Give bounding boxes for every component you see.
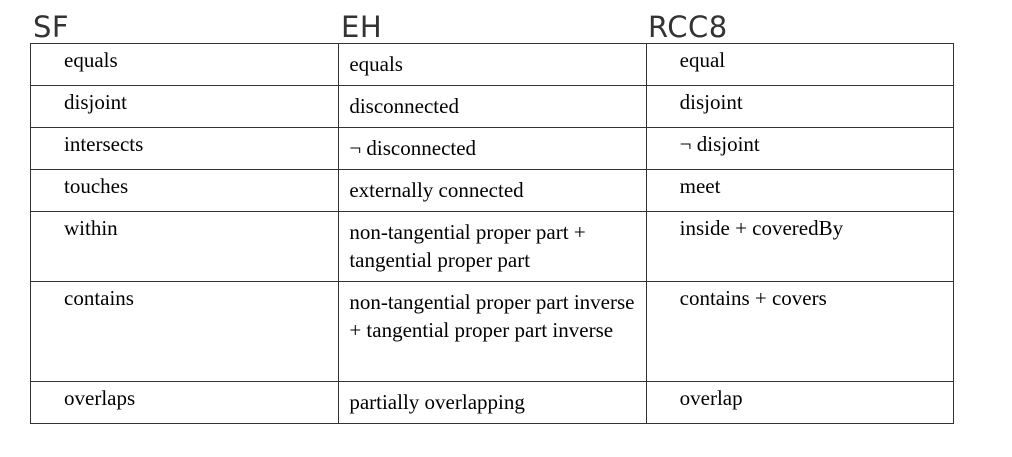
table-row: overlaps partially overlapping overlap (29, 381, 955, 424)
table-row: disjoint disconnected disjoint (29, 85, 955, 128)
eh-cell: partially overlapping (338, 381, 647, 424)
relations-comparison-table: equals equals equal disjoint disconnecte… (29, 43, 955, 424)
sf-cell: overlaps (29, 381, 340, 424)
sf-cell: disjoint (29, 85, 340, 128)
eh-cell: ¬ disconnected (338, 127, 647, 170)
table-row: equals equals equal (29, 43, 955, 86)
rcc8-cell: contains + covers (645, 281, 955, 382)
table-row: contains non-tangential proper part inve… (29, 281, 955, 382)
sf-cell: contains (29, 281, 340, 382)
table-row: within non-tangential proper part + tang… (29, 211, 955, 282)
column-header-sf: SF (33, 10, 70, 44)
sf-cell: touches (29, 169, 340, 212)
sf-cell: within (29, 211, 340, 282)
rcc8-cell: ¬ disjoint (645, 127, 955, 170)
eh-cell: non-tangential proper part + tangential … (338, 211, 647, 282)
eh-cell: disconnected (338, 85, 647, 128)
rcc8-cell: meet (645, 169, 955, 212)
eh-cell: non-tangential proper part inverse + tan… (338, 281, 647, 382)
rcc8-cell: overlap (645, 381, 955, 424)
rcc8-cell: disjoint (645, 85, 955, 128)
table-row: touches externally connected meet (29, 169, 955, 212)
sf-cell: intersects (29, 127, 340, 170)
column-header-rcc8: RCC8 (648, 10, 728, 44)
rcc8-cell: equal (645, 43, 955, 86)
column-header-eh: EH (341, 10, 383, 44)
sf-cell: equals (29, 43, 340, 86)
eh-cell: externally connected (338, 169, 647, 212)
rcc8-cell: inside + coveredBy (645, 211, 955, 282)
eh-cell: equals (338, 43, 647, 86)
table-row: intersects ¬ disconnected ¬ disjoint (29, 127, 955, 170)
